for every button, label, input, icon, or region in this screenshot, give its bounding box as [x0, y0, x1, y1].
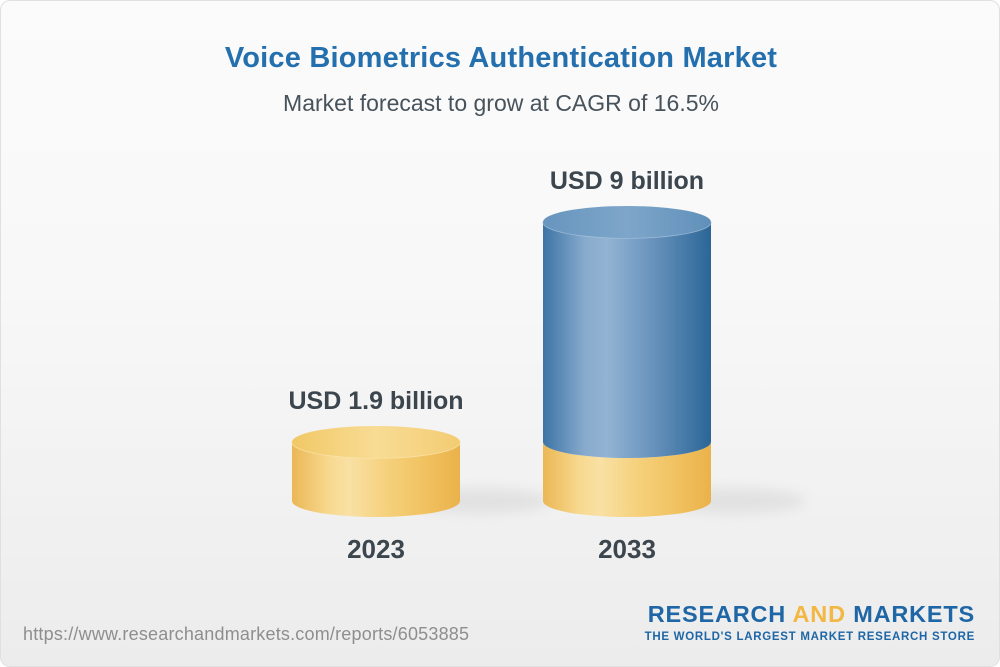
chart-subtitle: Market forecast to grow at CAGR of 16.5% — [283, 90, 719, 116]
cylinder-2033-blue-body — [543, 222, 711, 458]
category-label-2033: 2033 — [598, 534, 656, 564]
cylinder-2033-base-band — [543, 442, 711, 517]
research-and-markets-logo: RESEARCH AND MARKETS THE WORLD'S LARGEST… — [644, 601, 975, 643]
value-label-2033: USD 9 billion — [549, 167, 705, 195]
cylinder-2023 — [291, 426, 461, 517]
value-label-2023: USD 1.9 billion — [288, 387, 464, 415]
logo-word-research: RESEARCH — [647, 601, 787, 627]
logo-word-and: AND — [792, 601, 846, 627]
page-title: Voice Biometrics Authentication Market — [224, 42, 778, 74]
logo-word-markets: MARKETS — [853, 601, 975, 627]
cylinder-2033 — [542, 206, 712, 517]
logo-wordmark: RESEARCH AND MARKETS — [647, 601, 975, 628]
logo-tagline: THE WORLD'S LARGEST MARKET RESEARCH STOR… — [644, 630, 975, 643]
category-label-2023: 2023 — [347, 534, 405, 564]
report-url: https://www.researchandmarkets.com/repor… — [23, 624, 470, 644]
